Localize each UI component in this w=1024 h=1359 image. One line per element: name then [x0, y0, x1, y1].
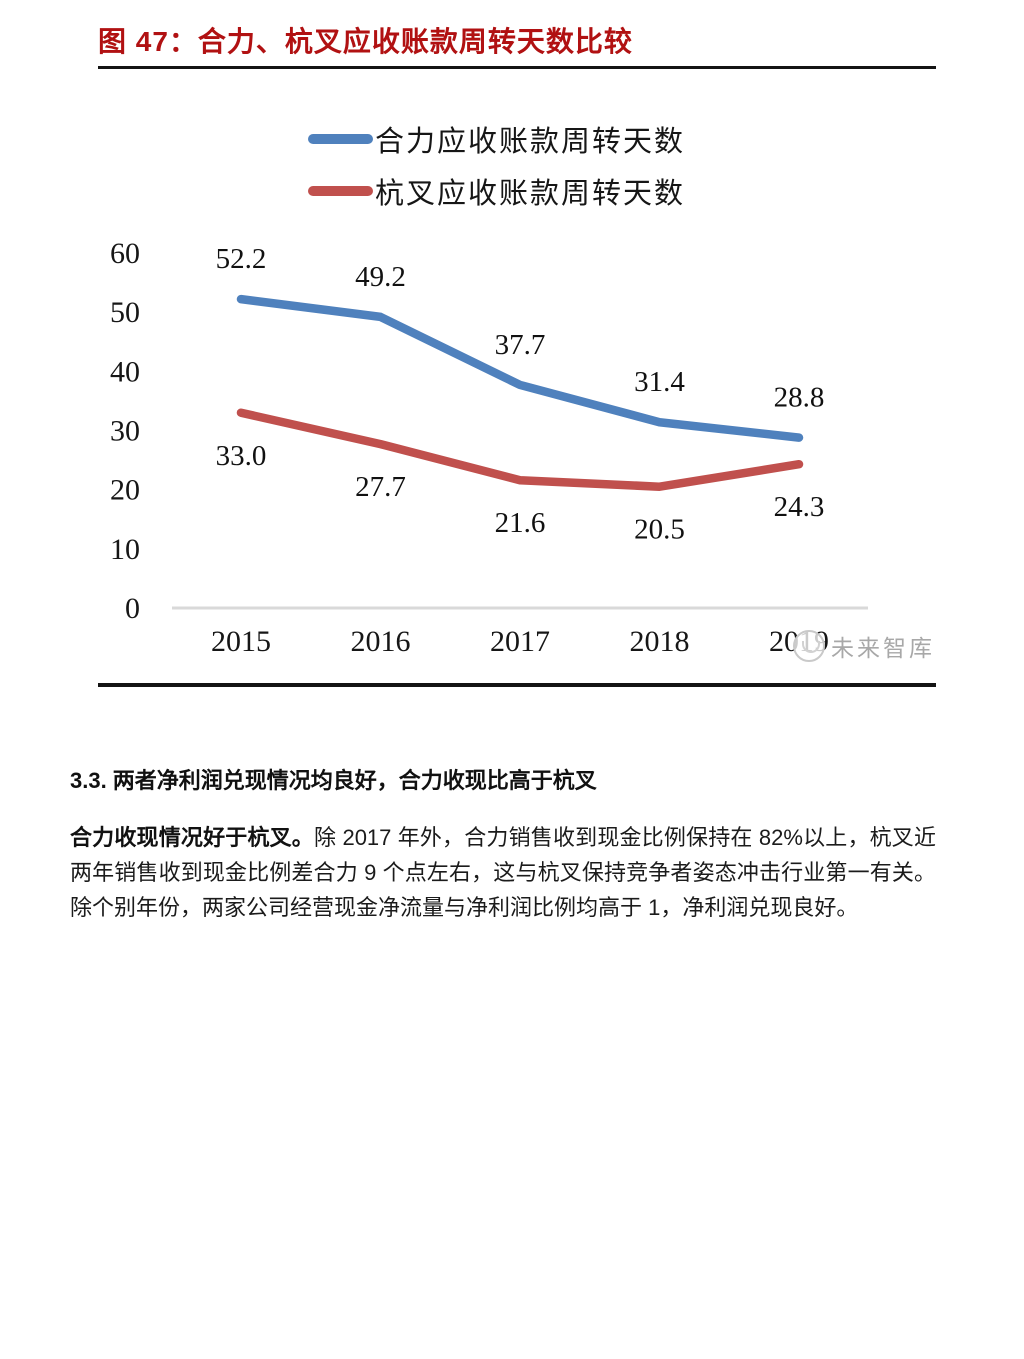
legend-label: 合力应收账款周转天数 [375, 125, 686, 158]
series-line-heli [236, 294, 804, 442]
figure-title: 图 47：合力、杭叉应收账款周转天数比较 [98, 26, 633, 57]
watermark: 未来智库 [793, 629, 935, 663]
paragraph-body: 除 2017 年外，合力销售收到现金比例保持在 82%以上，杭叉近两年销售收到现… [70, 825, 936, 920]
x-axis-tick: 2017 [490, 625, 550, 658]
y-axis-tick: 0 [125, 592, 140, 625]
figure-47-block: 图 47：合力、杭叉应收账款周转天数比较 合力应收账款周转天数 杭叉应收账款周转天… [98, 26, 936, 687]
series-line-hangcha [236, 408, 804, 491]
chart-legend: 合力应收账款周转天数 杭叉应收账款周转天数 [308, 121, 685, 210]
y-axis-tick: 20 [110, 474, 140, 507]
legend-label: 杭叉应收账款周转天数 [375, 177, 686, 210]
data-label: 31.4 [634, 366, 685, 398]
x-axis-tick: 2015 [211, 625, 271, 658]
data-label: 37.7 [495, 329, 546, 361]
figure-bottom-rule [98, 683, 936, 687]
watermark-logo-icon [793, 630, 825, 662]
y-axis-tick: 60 [110, 237, 140, 270]
watermark-text: 未来智库 [831, 636, 935, 661]
data-label: 49.2 [355, 261, 406, 293]
data-label: 52.2 [216, 243, 267, 275]
legend-item: 合力应收账款周转天数 [308, 121, 685, 158]
data-label: 21.6 [495, 507, 546, 539]
y-axis-tick: 10 [110, 533, 140, 566]
section-3-3: 3.3. 两者净利润兑现情况均良好，合力收现比高于杭叉 合力收现情况好于杭叉。除… [0, 766, 1024, 925]
y-axis-tick: 30 [110, 415, 140, 448]
data-label: 20.5 [634, 514, 685, 546]
section-paragraph: 合力收现情况好于杭叉。除 2017 年外，合力销售收到现金比例保持在 82%以上… [70, 820, 936, 925]
legend-item: 杭叉应收账款周转天数 [308, 173, 685, 210]
chart-svg: 01020304050602015201620172018201952.249.… [110, 237, 868, 658]
legend-swatch [308, 133, 373, 144]
data-label: 27.7 [355, 471, 406, 503]
y-axis-tick: 40 [110, 355, 140, 388]
figure-top-rule [98, 66, 936, 69]
data-label: 24.3 [774, 491, 825, 523]
paragraph-lead: 合力收现情况好于杭叉。 [70, 825, 314, 850]
x-axis-tick: 2018 [630, 625, 690, 658]
data-label: 28.8 [774, 382, 825, 414]
y-axis-tick: 50 [110, 296, 140, 329]
x-axis-tick: 2016 [351, 625, 411, 658]
data-label: 33.0 [216, 440, 267, 472]
section-heading: 3.3. 两者净利润兑现情况均良好，合力收现比高于杭叉 [70, 768, 597, 793]
legend-swatch [308, 185, 373, 196]
